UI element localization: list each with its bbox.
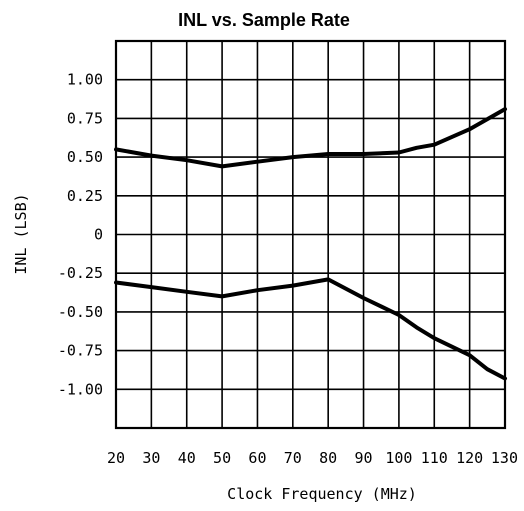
series-line-1 — [114, 277, 507, 381]
y-tick-label-4: 0 — [94, 226, 103, 244]
y-tick-label-0: 1.00 — [67, 71, 103, 89]
grid-layer — [114, 39, 507, 430]
x-tick-label-4: 60 — [248, 449, 266, 467]
y-tick-labels: 1.00 0.75 0.50 0.25 0 -0.25 -0.50 -0.75 -1.00 — [58, 71, 103, 399]
series-layer — [114, 107, 507, 381]
x-tick-label-8: 100 — [385, 449, 412, 467]
x-tick-label-5: 70 — [284, 449, 302, 467]
plot-frame — [114, 39, 507, 430]
y-axis-label: INL (LSB) — [12, 193, 30, 274]
x-tick-label-7: 90 — [355, 449, 373, 467]
x-tick-label-1: 30 — [142, 449, 160, 467]
x-tick-labels: 20 30 40 50 60 70 80 90 100 110 120 130 — [107, 449, 518, 467]
x-tick-label-9: 110 — [421, 449, 448, 467]
x-tick-label-2: 40 — [178, 449, 196, 467]
x-tick-label-10: 120 — [456, 449, 483, 467]
chart-title: INL vs. Sample Rate — [178, 10, 350, 30]
x-tick-label-6: 80 — [319, 449, 337, 467]
series-line-0 — [114, 107, 507, 169]
y-tick-label-3: 0.25 — [67, 187, 103, 205]
y-tick-label-6: -0.50 — [58, 303, 103, 321]
x-axis-label: Clock Frequency (MHz) — [227, 485, 417, 503]
x-tick-label-11: 130 — [491, 449, 518, 467]
y-tick-label-8: -1.00 — [58, 380, 103, 398]
x-tick-label-3: 50 — [213, 449, 231, 467]
x-tick-label-0: 20 — [107, 449, 125, 467]
y-tick-label-1: 0.75 — [67, 109, 103, 127]
y-tick-label-5: -0.25 — [58, 264, 103, 282]
y-tick-label-7: -0.75 — [58, 342, 103, 360]
y-tick-label-2: 0.50 — [67, 148, 103, 166]
